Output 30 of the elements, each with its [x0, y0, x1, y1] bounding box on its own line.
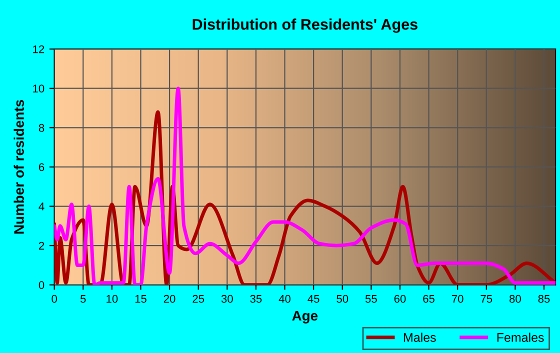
x-tick-label: 0 [52, 294, 57, 303]
y-tick-label: 10 [33, 84, 44, 93]
x-axis-title: Age [292, 310, 318, 324]
chart-title: Distribution of Residents' Ages [192, 18, 418, 33]
x-tick-label: 80 [509, 294, 521, 303]
x-tick-label: 55 [365, 295, 377, 303]
legend-label: Females [497, 332, 544, 342]
x-tick-label: 30 [221, 294, 233, 303]
y-tick-label: 8 [38, 124, 44, 132]
x-tick-label: 5 [80, 295, 86, 303]
y-tick-label: 12 [33, 45, 44, 54]
x-tick-label: 40 [278, 294, 290, 303]
x-tick-label: 65 [423, 294, 434, 303]
y-tick-label: 6 [38, 163, 44, 172]
x-tick-label: 10 [106, 294, 118, 303]
y-axis-title: Number of residents [14, 100, 24, 234]
x-tick-label: 50 [336, 294, 348, 303]
y-tick-label: 2 [38, 242, 44, 250]
legend-label: Males [404, 332, 436, 342]
y-tick-label: 4 [38, 202, 44, 210]
x-tick-label: 20 [164, 294, 176, 303]
x-tick-label: 25 [192, 294, 204, 303]
x-tick-label: 35 [250, 294, 262, 303]
x-tick-label: 45 [308, 295, 320, 303]
y-tick-label: 0 [38, 281, 44, 290]
x-tick-label: 85 [538, 294, 550, 303]
x-tick-label: 60 [394, 294, 406, 303]
x-tick-label: 70 [452, 294, 464, 303]
x-tick-label: 15 [135, 295, 146, 303]
x-tick-label: 75 [480, 295, 492, 303]
